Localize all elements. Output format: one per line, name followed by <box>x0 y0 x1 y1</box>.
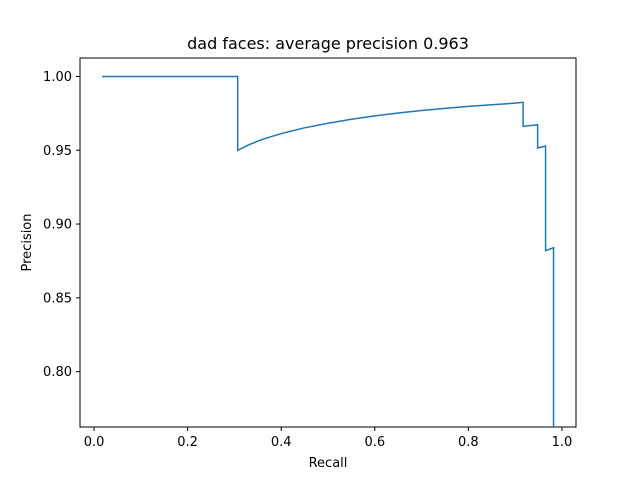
x-tick-label: 0.0 <box>84 435 105 450</box>
x-tick-label: 1.0 <box>552 435 573 450</box>
x-tick-label: 0.2 <box>177 435 198 450</box>
chart-title: dad faces: average precision 0.963 <box>187 34 469 53</box>
plot-frame <box>79 57 577 428</box>
y-axis-label: Precision <box>20 213 35 271</box>
y-tick-label: 1.00 <box>43 70 72 85</box>
y-tick-label: 0.80 <box>43 365 72 380</box>
y-tick-label: 0.95 <box>43 144 72 159</box>
x-tick-label: 0.6 <box>364 435 385 450</box>
x-axis-label: Recall <box>309 456 348 471</box>
y-tick-label: 0.85 <box>43 291 72 306</box>
x-tick-label: 0.8 <box>458 435 479 450</box>
series-line-0 <box>101 75 555 427</box>
x-tick-label: 0.4 <box>271 435 292 450</box>
y-tick-label: 0.90 <box>43 218 72 233</box>
